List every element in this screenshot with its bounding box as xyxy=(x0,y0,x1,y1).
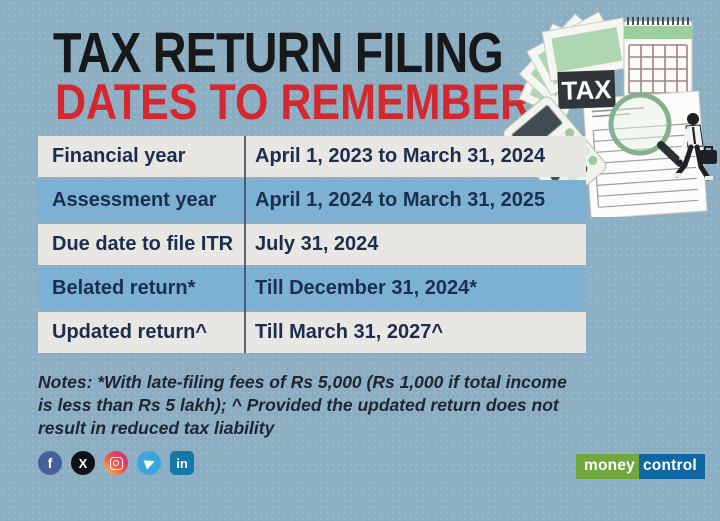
moneycontrol-logo[interactable]: money control xyxy=(576,454,705,479)
magnifier-icon xyxy=(608,92,684,167)
footnote-line: result in reduced tax liability xyxy=(38,417,275,438)
table-column-divider xyxy=(244,136,246,353)
table-row: Financial year April 1, 2023 to March 31… xyxy=(38,136,586,177)
table-row: Updated return^ Till March 31, 2027^ xyxy=(38,312,586,353)
footnotes: Notes: *With late-filing fees of Rs 5,00… xyxy=(38,371,613,439)
table-row: Belated return* Till December 31, 2024* xyxy=(38,268,586,309)
logo-part-control: control xyxy=(638,454,705,479)
logo-part-money: money xyxy=(576,454,639,479)
x-twitter-icon[interactable]: X xyxy=(71,451,95,475)
row-label: Financial year xyxy=(52,145,186,167)
row-label: Due date to file ITR xyxy=(52,233,234,255)
page-subtitle: DATES TO REMEMBER xyxy=(55,74,532,130)
linkedin-glyph: in xyxy=(176,455,188,471)
row-value: April 1, 2023 to March 31, 2024 xyxy=(255,145,546,167)
cash-notes-icon xyxy=(518,11,633,120)
tax-sign: TAX xyxy=(557,69,616,109)
businessman-icon xyxy=(673,113,717,181)
table-row: Assessment year April 1, 2024 to March 3… xyxy=(38,180,586,221)
telegram-icon[interactable] xyxy=(137,451,161,475)
calendar-icon xyxy=(623,17,693,98)
row-label: Belated return* xyxy=(52,277,196,299)
row-label: Assessment year xyxy=(52,189,217,211)
linkedin-icon[interactable]: in xyxy=(170,451,194,475)
facebook-icon[interactable]: f xyxy=(38,451,62,475)
row-value: July 31, 2024 xyxy=(255,233,379,255)
row-label: Updated return^ xyxy=(52,321,208,343)
social-links: f X in xyxy=(38,451,194,475)
row-value: Till March 31, 2027^ xyxy=(255,321,444,343)
facebook-glyph: f xyxy=(47,455,53,471)
tax-illustration: TAX xyxy=(503,11,717,217)
instagram-camera-glyph xyxy=(109,456,123,470)
row-value: April 1, 2024 to March 31, 2025 xyxy=(255,189,546,211)
tax-sign-label: TAX xyxy=(561,74,613,106)
dates-table: Financial year April 1, 2023 to March 31… xyxy=(38,136,586,356)
x-glyph: X xyxy=(78,455,88,471)
row-value: Till December 31, 2024* xyxy=(255,277,477,299)
table-row: Due date to file ITR July 31, 2024 xyxy=(38,224,586,265)
page-title: TAX RETURN FILING xyxy=(53,21,504,85)
footnote-line: is less than Rs 5 lakh); ^ Provided the … xyxy=(38,394,559,415)
footnote-line: Notes: *With late-filing fees of Rs 5,00… xyxy=(38,372,567,392)
telegram-plane-glyph xyxy=(143,456,157,470)
instagram-icon[interactable] xyxy=(104,451,128,475)
